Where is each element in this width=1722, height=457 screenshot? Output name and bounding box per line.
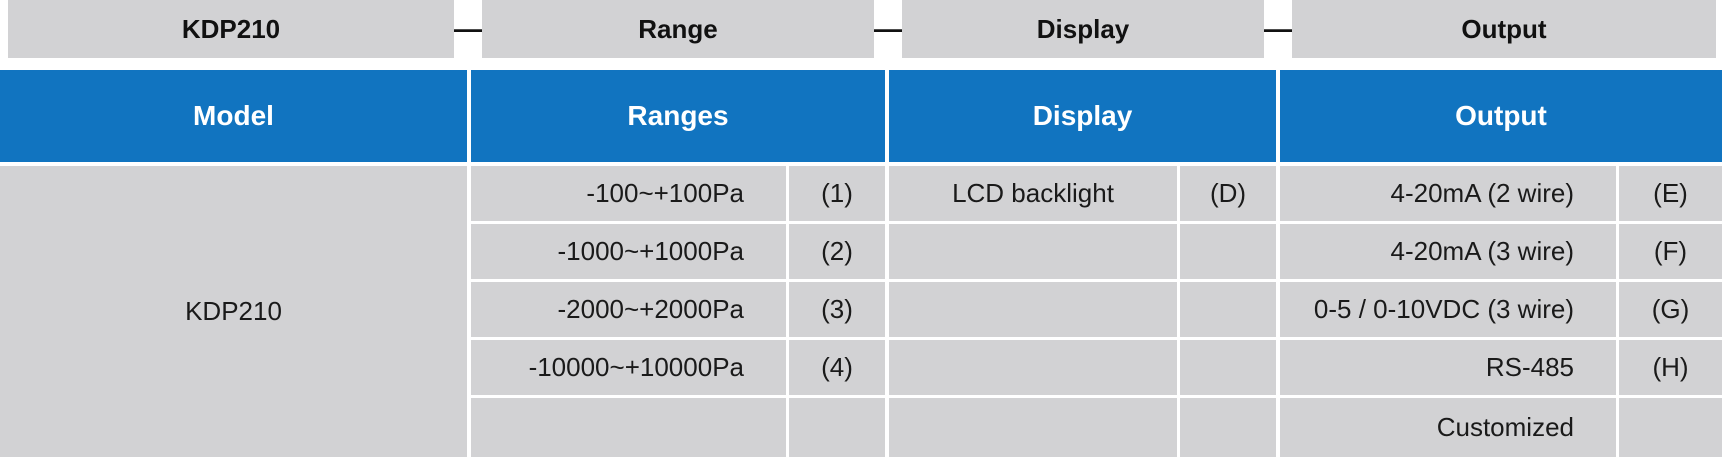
top-separator-3: — [1264,13,1292,44]
header-output: Output [1280,70,1722,162]
display-code-5 [1180,398,1276,457]
top-separator-1: — [454,13,482,44]
output-code-5 [1619,398,1722,457]
range-label-1: -100~+100Pa [471,166,786,221]
range-label-3: -2000~+2000Pa [471,282,786,337]
output-label-3: 0-5 / 0-10VDC (3 wire) [1280,282,1616,337]
range-code-2: (2) [789,224,885,279]
range-label-4: -10000~+10000Pa [471,340,786,395]
output-label-5: Customized [1280,398,1616,457]
top-output-cell: Output [1292,0,1716,58]
range-code-4: (4) [789,340,885,395]
output-label-2: 4-20mA (3 wire) [1280,224,1616,279]
output-code-3: (G) [1619,282,1722,337]
range-code-5 [789,398,885,457]
display-label-4 [889,340,1177,395]
header-ranges: Ranges [471,70,885,162]
range-code-1: (1) [789,166,885,221]
top-separator-2: — [874,13,902,44]
output-code-4: (H) [1619,340,1722,395]
range-label-5 [471,398,786,457]
top-model-cell: KDP210 [8,0,454,58]
output-code-2: (F) [1619,224,1722,279]
display-label-1: LCD backlight [889,166,1177,221]
header-display: Display [889,70,1276,162]
display-label-2 [889,224,1177,279]
output-label-1: 4-20mA (2 wire) [1280,166,1616,221]
output-code-1: (E) [1619,166,1722,221]
display-code-4 [1180,340,1276,395]
range-label-2: -1000~+1000Pa [471,224,786,279]
output-label-4: RS-485 [1280,340,1616,395]
header-model: Model [0,70,467,162]
model-cell: KDP210 [0,166,467,457]
display-code-3 [1180,282,1276,337]
display-label-5 [889,398,1177,457]
display-label-3 [889,282,1177,337]
top-range-cell: Range [482,0,874,58]
display-code-2 [1180,224,1276,279]
range-code-3: (3) [789,282,885,337]
display-code-1: (D) [1180,166,1276,221]
top-display-cell: Display [902,0,1264,58]
